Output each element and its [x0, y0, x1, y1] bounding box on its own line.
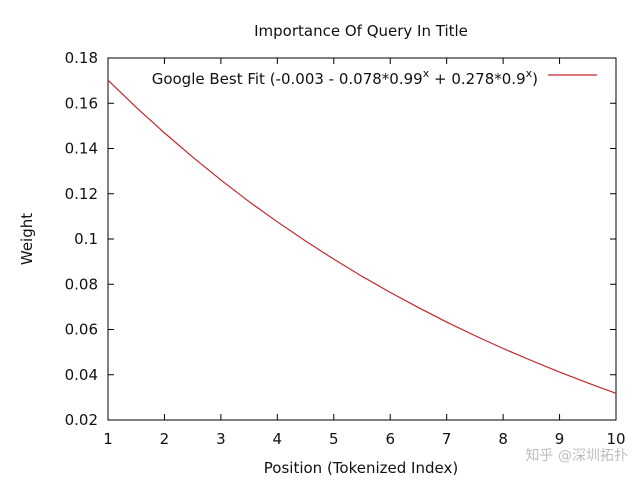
y-tick-label: 0.04	[65, 366, 98, 384]
x-tick-label: 10	[606, 430, 625, 448]
x-tick-label: 1	[103, 430, 113, 448]
y-tick-label: 0.14	[65, 140, 98, 158]
plot-frame	[107, 57, 617, 421]
y-tick-label: 0.02	[65, 411, 98, 429]
x-tick-label: 6	[385, 430, 395, 448]
x-tick-label: 8	[498, 430, 508, 448]
x-tick-label: 9	[555, 430, 565, 448]
watermark: 知乎 @深圳拓扑	[526, 447, 628, 464]
x-axis: 1 2 3 4 5 6 7 8 9 10	[103, 58, 626, 448]
x-tick-label: 3	[216, 430, 226, 448]
y-tick-label: 0.06	[65, 321, 98, 339]
legend-label: Google Best Fit (-0.003 - 0.078*0.99x + …	[152, 67, 538, 88]
legend-superscript-2: x	[526, 67, 533, 80]
legend-superscript-1: x	[423, 67, 430, 80]
x-tick-label: 4	[273, 430, 283, 448]
y-tick-label: 0.18	[65, 49, 98, 67]
legend: Google Best Fit (-0.003 - 0.078*0.99x + …	[152, 67, 597, 88]
y-tick-label: 0.08	[65, 275, 98, 293]
y-axis: 0.02 0.04 0.06 0.08 0.1 0.12 0.14 0.16 0.18	[65, 49, 616, 429]
series-layer	[107, 79, 617, 394]
x-tick-label: 7	[442, 430, 452, 448]
x-axis-title: Position (Tokenized Index)	[264, 459, 458, 477]
y-axis-title: Weight	[18, 213, 36, 265]
x-tick-label: 5	[329, 430, 339, 448]
x-tick-label: 2	[160, 430, 170, 448]
y-tick-label: 0.12	[65, 185, 98, 203]
y-tick-label: 0.16	[65, 94, 98, 112]
y-tick-label: 0.1	[74, 230, 98, 248]
series-line	[107, 79, 617, 394]
chart-title: Importance Of Query In Title	[254, 22, 468, 40]
